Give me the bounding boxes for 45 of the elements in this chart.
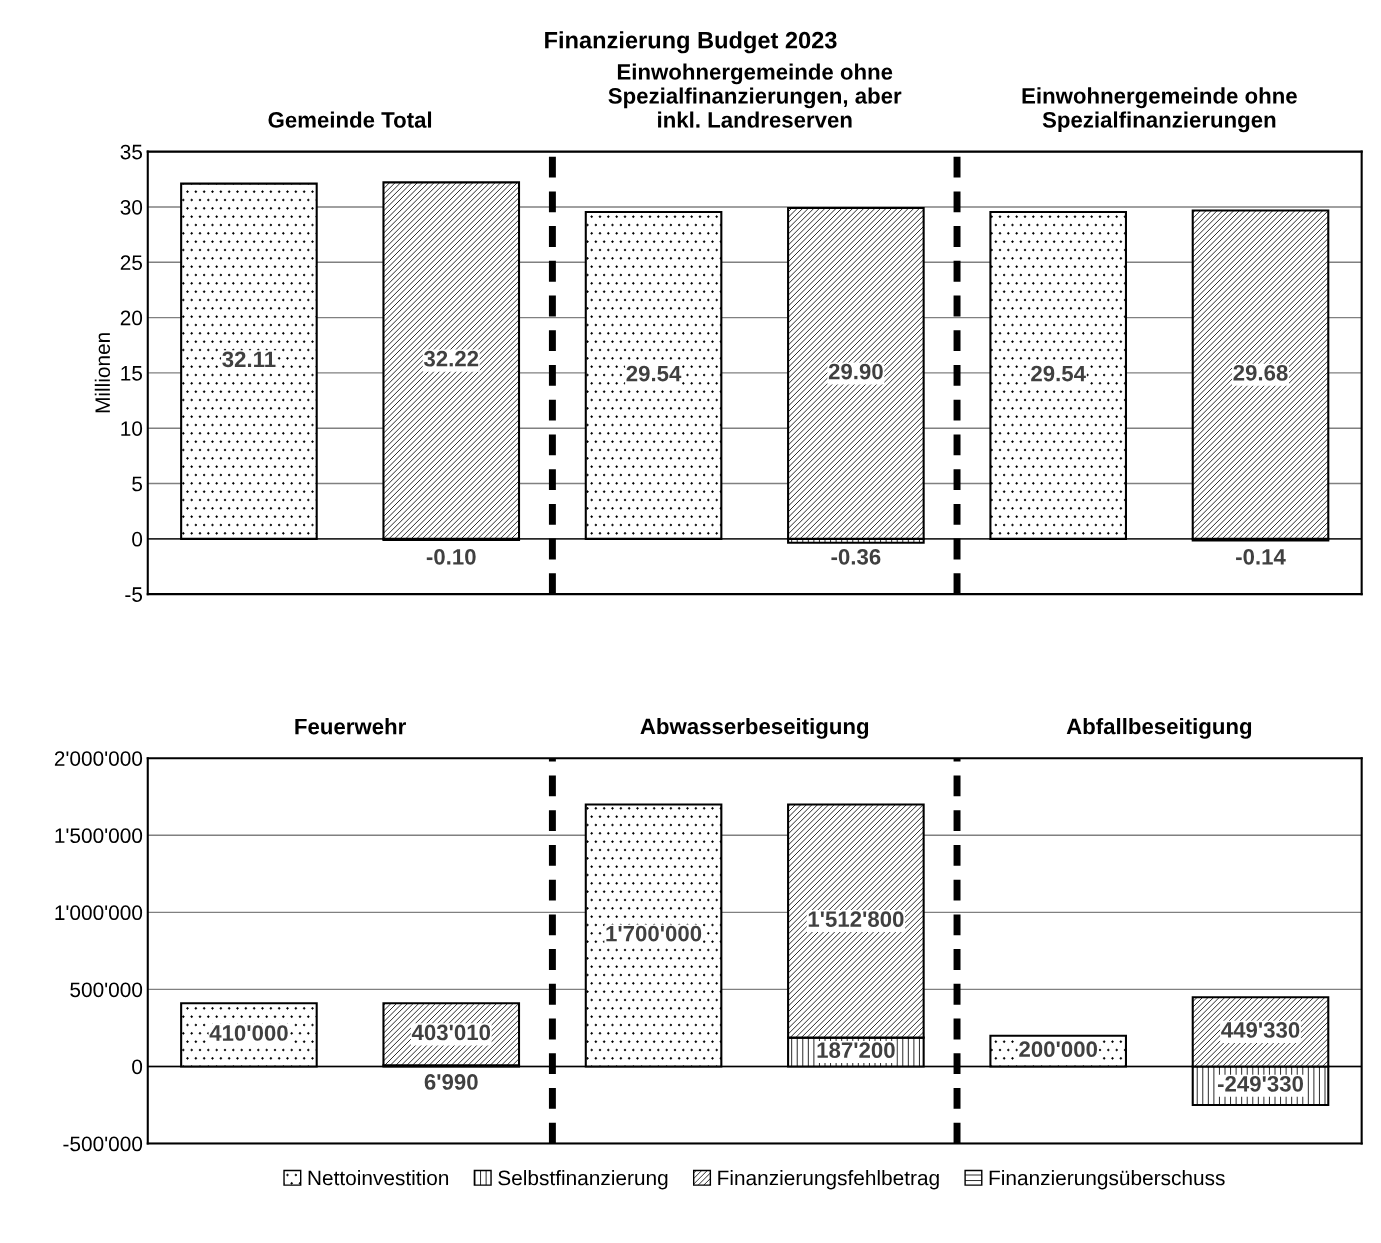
y-tick-label: 5	[132, 476, 143, 492]
data-label: 32.22	[423, 350, 479, 367]
data-label: -0.10	[426, 548, 476, 565]
y-tick-label: 2'000'000	[54, 751, 143, 766]
chart-title: Finanzierung Budget 2023	[545, 31, 837, 54]
data-label: 6'990	[424, 1074, 478, 1090]
data-label: 29.90	[828, 363, 883, 380]
text: Einwohnergemeinde ohne Spezialfinanzierungen, aber inkl. Landreserven	[608, 63, 902, 128]
legend-label: Finanzierungsfehlbetrag	[718, 1170, 939, 1190]
y-tick-label: 500'000	[70, 982, 143, 998]
y-tick-label: 30	[120, 199, 143, 215]
y-tick-label: -500'000	[63, 1136, 143, 1152]
data-label: 200'000	[1019, 1041, 1097, 1058]
y-tick-label: 1'000'000	[55, 905, 143, 921]
legend-label: Nettoinvestition	[308, 1170, 449, 1186]
text: Feuerwehr	[295, 718, 406, 735]
data-label: 29.54	[1031, 365, 1086, 382]
y-tick-label: 25	[120, 255, 143, 271]
text: Einwohnergemeinde ohne Spezialfinanzierungen	[1022, 87, 1297, 133]
data-label: 187'200	[817, 1042, 895, 1059]
y-tick-label: 15	[121, 366, 143, 381]
data-label: 403'010	[411, 1024, 491, 1041]
text: Abfallbeseitigung	[1066, 717, 1252, 739]
data-label: 449'330	[1221, 1022, 1300, 1038]
y-tick-label: 35	[120, 144, 143, 160]
data-label: -249'330	[1217, 1075, 1304, 1092]
legend-label: Finanzierungsüberschuss	[989, 1170, 1225, 1190]
data-label: 32.11	[222, 351, 276, 368]
data-label: -0.36	[831, 548, 881, 565]
legend-label: Selbstfinanzierung	[498, 1170, 668, 1190]
y-tick-label: 20	[120, 310, 143, 326]
data-label: 410'000	[209, 1025, 288, 1041]
data-label: 29.68	[1233, 364, 1288, 381]
y-axis-title: Millionen	[94, 333, 111, 413]
data-label: 1'700'000	[606, 925, 702, 942]
data-label: 29.54	[626, 365, 682, 382]
text: Abwasserbeseitigung	[640, 717, 869, 739]
y-tick-label: 10	[121, 421, 143, 436]
data-label: -0.14	[1236, 548, 1286, 565]
y-tick-label: 1'500'000	[55, 828, 143, 844]
data-label: 1'512'800	[808, 911, 904, 928]
text: Gemeinde Total	[268, 111, 432, 128]
y-tick-label: 0	[132, 1059, 143, 1075]
y-tick-label: 0	[132, 531, 143, 547]
y-tick-label: -5	[125, 587, 143, 602]
